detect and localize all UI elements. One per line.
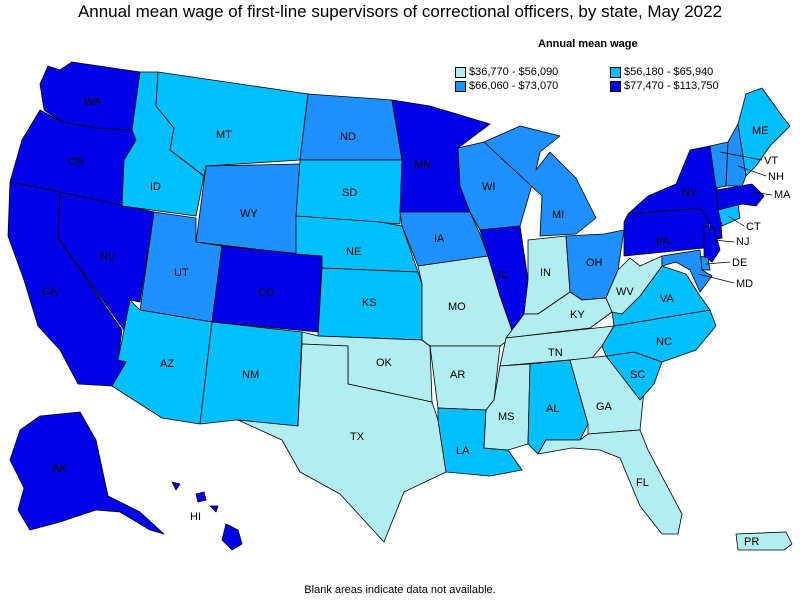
state-label-ne: NE: [346, 246, 361, 258]
legend-label: $56,180 - $65,940: [624, 66, 714, 79]
leader-line-de: [705, 261, 731, 265]
legend-swatch: [610, 80, 621, 92]
state-tn[interactable]: [499, 325, 615, 367]
state-tx[interactable]: [237, 343, 447, 543]
state-label-md: MD: [736, 278, 753, 290]
state-label-ak: AK: [52, 463, 67, 475]
state-label-or: OR: [68, 156, 85, 168]
state-label-tn: TN: [548, 347, 563, 359]
state-label-az: AZ: [160, 358, 174, 370]
legend-item-bin-2: $56,180 - $65,940: [610, 66, 713, 78]
state-labels: WA OR CA NV ID MT WY UT AZ CO NM ND SD N…: [42, 96, 791, 548]
leader-line-vt: [719, 151, 763, 161]
state-hi[interactable]: [171, 481, 243, 551]
leader-line-md: [697, 273, 735, 284]
state-label-il: IL: [498, 269, 507, 281]
legend-item-bin-1: $36,770 - $56,090: [455, 66, 558, 78]
state-label-nm: NM: [242, 369, 259, 381]
legend-label: $77,470 - $113,750: [624, 80, 719, 93]
state-pa[interactable]: [623, 207, 711, 257]
legend-item-bin-4: $77,470 - $113,750: [610, 80, 719, 92]
state-md[interactable]: [661, 249, 713, 293]
leader-line-ma: [751, 191, 773, 196]
legend-title: Annual mean wage: [538, 38, 638, 50]
legend-swatch: [455, 66, 466, 78]
state-label-co: CO: [258, 287, 275, 299]
map-title: Annual mean wage of first-line superviso…: [77, 2, 723, 21]
state-label-me: ME: [752, 125, 769, 137]
state-label-wa: WA: [84, 96, 102, 108]
state-me[interactable]: [737, 87, 791, 177]
state-mi[interactable]: [483, 125, 597, 237]
state-label-hi: HI: [190, 511, 201, 523]
state-ak[interactable]: [9, 411, 165, 535]
state-pr[interactable]: [735, 531, 793, 551]
leader-line-nj: [713, 239, 735, 243]
state-label-ms: MS: [498, 411, 515, 423]
state-label-nc: NC: [656, 336, 672, 348]
leader-line-nh: [737, 165, 767, 177]
state-label-ga: GA: [596, 401, 613, 413]
state-label-ut: UT: [174, 267, 189, 279]
state-label-ma: MA: [774, 189, 791, 201]
state-label-nv: NV: [100, 251, 116, 263]
state-label-in: IN: [540, 267, 551, 279]
state-label-id: ID: [150, 181, 161, 193]
state-label-vt: VT: [764, 155, 778, 167]
state-label-wv: WV: [616, 286, 634, 298]
state-label-de: DE: [732, 257, 747, 269]
state-label-mi: MI: [552, 209, 564, 221]
state-label-pa: PA: [656, 236, 671, 248]
state-fl[interactable]: [537, 429, 683, 535]
legend-item-bin-3: $66,060 - $73,070: [455, 80, 558, 92]
state-label-ny: NY: [682, 187, 698, 199]
state-label-mt: MT: [216, 129, 232, 141]
state-label-sc: SC: [630, 369, 645, 381]
state-label-nd: ND: [340, 131, 356, 143]
state-label-ks: KS: [362, 297, 377, 309]
legend-swatch: [610, 66, 621, 78]
state-ma[interactable]: [715, 183, 765, 211]
state-label-ar: AR: [450, 369, 465, 381]
state-label-pr: PR: [744, 536, 759, 548]
state-label-wy: WY: [240, 208, 258, 220]
state-label-tx: TX: [350, 431, 365, 443]
state-label-ia: IA: [434, 233, 445, 245]
state-label-wi: WI: [482, 181, 495, 193]
state-label-ok: OK: [376, 357, 393, 369]
state-nd[interactable]: [299, 93, 403, 161]
state-label-ct: CT: [746, 221, 761, 233]
state-label-mo: MO: [448, 301, 466, 313]
state-label-fl: FL: [636, 477, 649, 489]
footnote: Blank areas indicate data not available.: [304, 584, 496, 596]
state-label-la: LA: [456, 445, 470, 457]
state-label-nh: NH: [768, 171, 784, 183]
state-nj[interactable]: [703, 225, 721, 263]
leader-lines: [697, 151, 773, 284]
leader-line-ct: [727, 215, 745, 227]
state-label-ca: CA: [42, 286, 58, 298]
state-label-oh: OH: [586, 257, 603, 269]
legend-label: $66,060 - $73,070: [469, 80, 559, 93]
state-label-va: VA: [660, 293, 675, 305]
state-label-al: AL: [546, 403, 559, 415]
state-sd[interactable]: [295, 159, 403, 225]
state-label-mn: MN: [414, 159, 431, 171]
state-label-sd: SD: [342, 187, 357, 199]
state-label-nj: NJ: [736, 236, 749, 248]
legend-label: $36,770 - $56,090: [469, 66, 559, 79]
legend-swatch: [455, 80, 466, 92]
state-label-ky: KY: [570, 309, 585, 321]
